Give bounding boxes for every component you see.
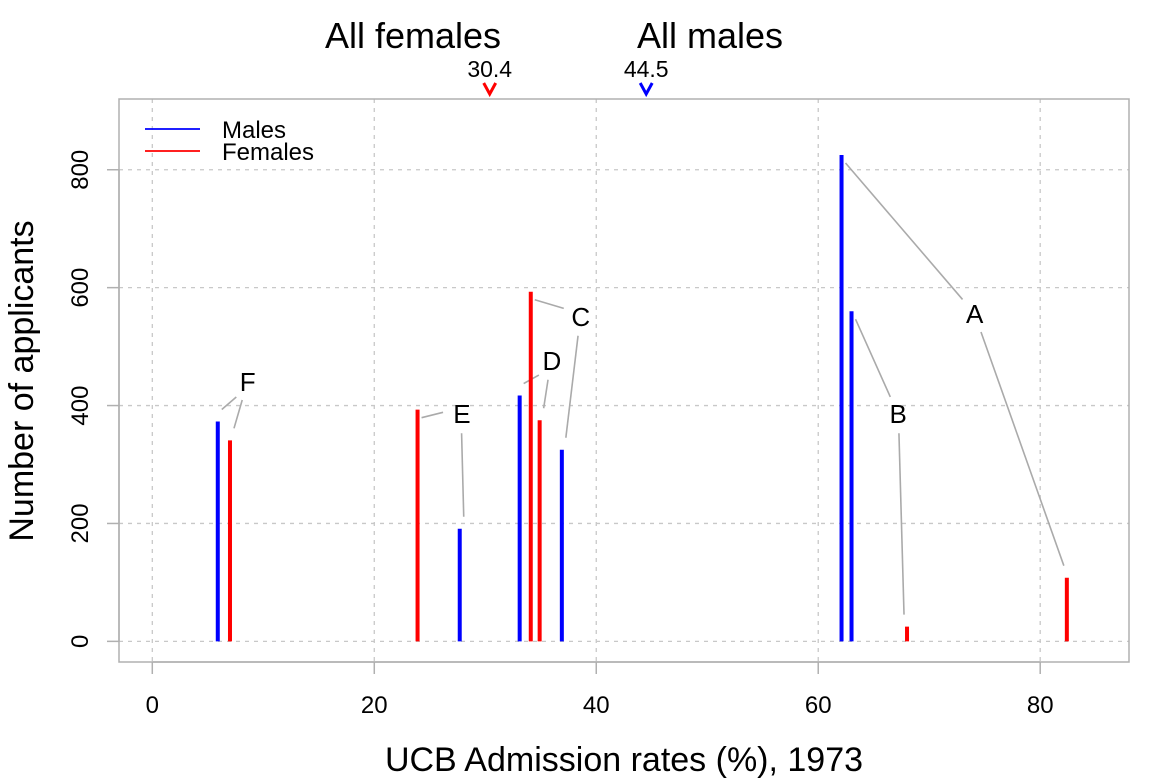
overall-marker-all-females bbox=[482, 82, 498, 98]
legend-label-males: Males bbox=[222, 117, 286, 144]
x-tick-label-60: 60 bbox=[805, 692, 832, 719]
department-label-E: E bbox=[453, 399, 470, 429]
y-tick-label-0: 0 bbox=[67, 635, 94, 648]
overall-label-all-males: All males bbox=[637, 15, 783, 56]
leader-line-A-female bbox=[980, 331, 1065, 566]
y-tick-label-600: 600 bbox=[67, 268, 94, 308]
leader-line-E-male bbox=[460, 433, 465, 517]
department-label-C: C bbox=[571, 302, 590, 332]
leader-line-C-male bbox=[565, 335, 579, 438]
leader-line-C-female bbox=[534, 299, 564, 310]
department-label-F: F bbox=[240, 367, 256, 397]
department-labels: A B CD E F bbox=[240, 299, 984, 429]
overall-marker-all-males bbox=[638, 82, 654, 98]
leader-line-A-male bbox=[844, 162, 964, 300]
x-axis-title: UCB Admission rates (%), 1973 bbox=[385, 741, 863, 779]
y-axis: 0 200 400 600 800 bbox=[67, 150, 120, 648]
x-axis: 0 20 40 60 80 bbox=[146, 661, 1054, 719]
leader-line-E-female bbox=[421, 411, 444, 419]
legend-label-females: Females bbox=[222, 139, 314, 166]
leader-line-F-female bbox=[233, 399, 243, 429]
department-label-B: B bbox=[889, 399, 906, 429]
applicant-bars bbox=[215, 155, 1069, 642]
department-label-D: D bbox=[542, 346, 561, 376]
x-tick-label-40: 40 bbox=[583, 692, 610, 719]
department-label-A: A bbox=[966, 299, 984, 329]
grid-lines bbox=[119, 99, 1129, 662]
y-tick-label-800: 800 bbox=[67, 150, 94, 190]
overall-label-all-females: All females bbox=[325, 15, 501, 56]
overall-value-all-females: 30.4 bbox=[467, 56, 512, 82]
legend: Males Females bbox=[145, 117, 314, 166]
y-axis-title: Number of applicants bbox=[3, 220, 41, 541]
plot-frame bbox=[118, 98, 1130, 663]
y-tick-label-400: 400 bbox=[67, 386, 94, 426]
y-tick-label-200: 200 bbox=[67, 503, 94, 543]
leader-line-B-female bbox=[898, 433, 905, 615]
leader-line-B-male bbox=[854, 318, 892, 398]
overall-value-all-males: 44.5 bbox=[624, 56, 669, 82]
x-tick-label-20: 20 bbox=[361, 692, 388, 719]
department-leader-lines bbox=[221, 162, 1065, 615]
x-tick-label-80: 80 bbox=[1027, 692, 1054, 719]
leader-line-D-female bbox=[542, 379, 549, 409]
x-tick-label-0: 0 bbox=[146, 692, 159, 719]
leader-line-F-male bbox=[221, 396, 237, 411]
